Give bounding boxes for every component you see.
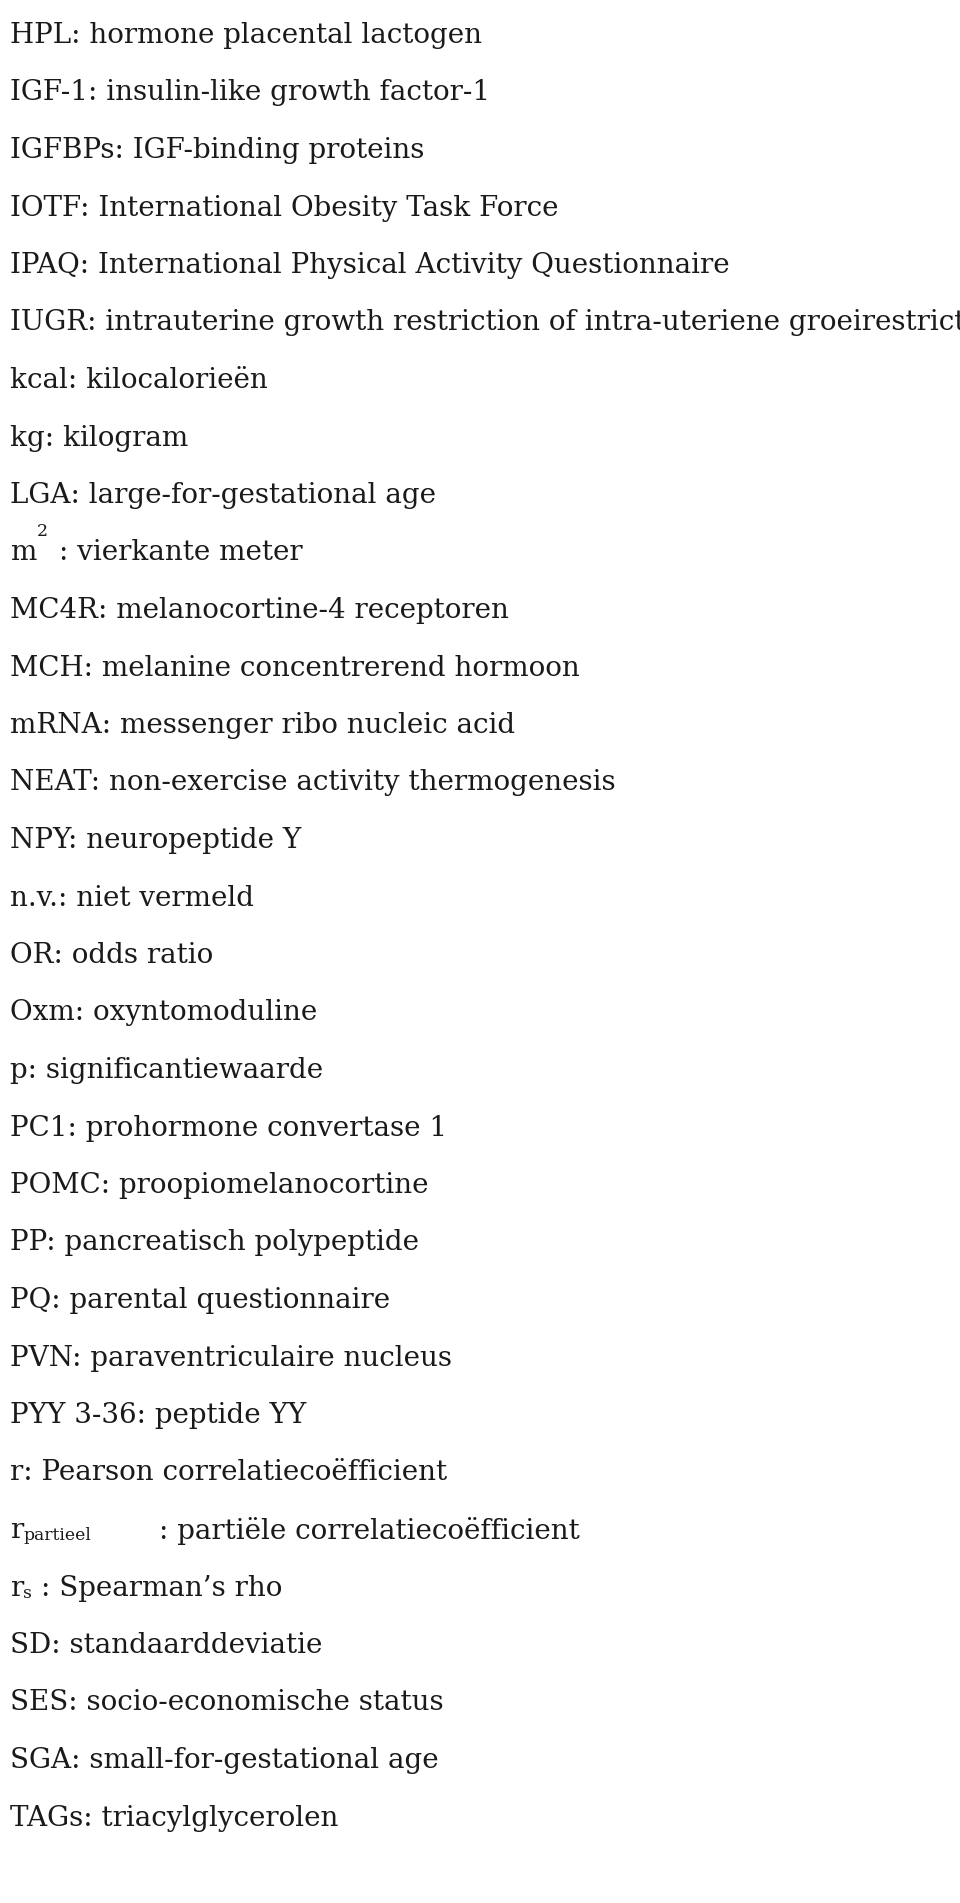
Text: IOTF: International Obesity Task Force: IOTF: International Obesity Task Force <box>10 194 559 221</box>
Text: r: r <box>10 1574 23 1602</box>
Text: r: Pearson correlatiecoëfficient: r: Pearson correlatiecoëfficient <box>10 1460 447 1486</box>
Text: LGA: large-for-gestational age: LGA: large-for-gestational age <box>10 481 436 508</box>
Text: PQ: parental questionnaire: PQ: parental questionnaire <box>10 1286 390 1313</box>
Text: partieel: partieel <box>23 1528 91 1545</box>
Text: kcal: kilocalorieën: kcal: kilocalorieën <box>10 367 268 394</box>
Text: TAGs: triacylglycerolen: TAGs: triacylglycerolen <box>10 1804 338 1831</box>
Text: SES: socio-economische status: SES: socio-economische status <box>10 1690 444 1717</box>
Text: p: significantiewaarde: p: significantiewaarde <box>10 1056 324 1085</box>
Text: MCH: melanine concentrerend hormoon: MCH: melanine concentrerend hormoon <box>10 655 580 681</box>
Text: PC1: prohormone convertase 1: PC1: prohormone convertase 1 <box>10 1115 447 1142</box>
Text: SD: standaarddeviatie: SD: standaarddeviatie <box>10 1633 323 1659</box>
Text: r: r <box>10 1517 23 1543</box>
Text: 2: 2 <box>36 523 47 540</box>
Text: : Spearman’s rho: : Spearman’s rho <box>41 1574 282 1602</box>
Text: IGFBPs: IGF-binding proteins: IGFBPs: IGF-binding proteins <box>10 137 424 164</box>
Text: : vierkante meter: : vierkante meter <box>59 539 302 567</box>
Text: s: s <box>23 1585 32 1602</box>
Text: SGA: small-for-gestational age: SGA: small-for-gestational age <box>10 1747 439 1774</box>
Text: IPAQ: International Physical Activity Questionnaire: IPAQ: International Physical Activity Qu… <box>10 251 730 280</box>
Text: n.v.: niet vermeld: n.v.: niet vermeld <box>10 885 254 912</box>
Text: mRNA: messenger ribo nucleic acid: mRNA: messenger ribo nucleic acid <box>10 712 516 738</box>
Text: NPY: neuropeptide Y: NPY: neuropeptide Y <box>10 828 301 854</box>
Text: HPL: hormone placental lactogen: HPL: hormone placental lactogen <box>10 23 482 49</box>
Text: POMC: proopiomelanocortine: POMC: proopiomelanocortine <box>10 1172 428 1199</box>
Text: OR: odds ratio: OR: odds ratio <box>10 942 213 969</box>
Text: PYY 3-36: peptide YY: PYY 3-36: peptide YY <box>10 1403 306 1429</box>
Text: NEAT: non-exercise activity thermogenesis: NEAT: non-exercise activity thermogenesi… <box>10 769 615 797</box>
Text: PP: pancreatisch polypeptide: PP: pancreatisch polypeptide <box>10 1229 419 1256</box>
Text: IUGR: intrauterine growth restriction of intra-uteriene groeirestrictie: IUGR: intrauterine growth restriction of… <box>10 310 960 337</box>
Text: MC4R: melanocortine-4 receptoren: MC4R: melanocortine-4 receptoren <box>10 598 509 624</box>
Text: : partiële correlatiecoëfficient: : partiële correlatiecoëfficient <box>159 1517 580 1545</box>
Text: Oxm: oxyntomoduline: Oxm: oxyntomoduline <box>10 999 317 1026</box>
Text: m: m <box>10 539 36 567</box>
Text: IGF-1: insulin-like growth factor-1: IGF-1: insulin-like growth factor-1 <box>10 80 491 107</box>
Text: kg: kilogram: kg: kilogram <box>10 424 188 451</box>
Text: PVN: paraventriculaire nucleus: PVN: paraventriculaire nucleus <box>10 1345 452 1372</box>
